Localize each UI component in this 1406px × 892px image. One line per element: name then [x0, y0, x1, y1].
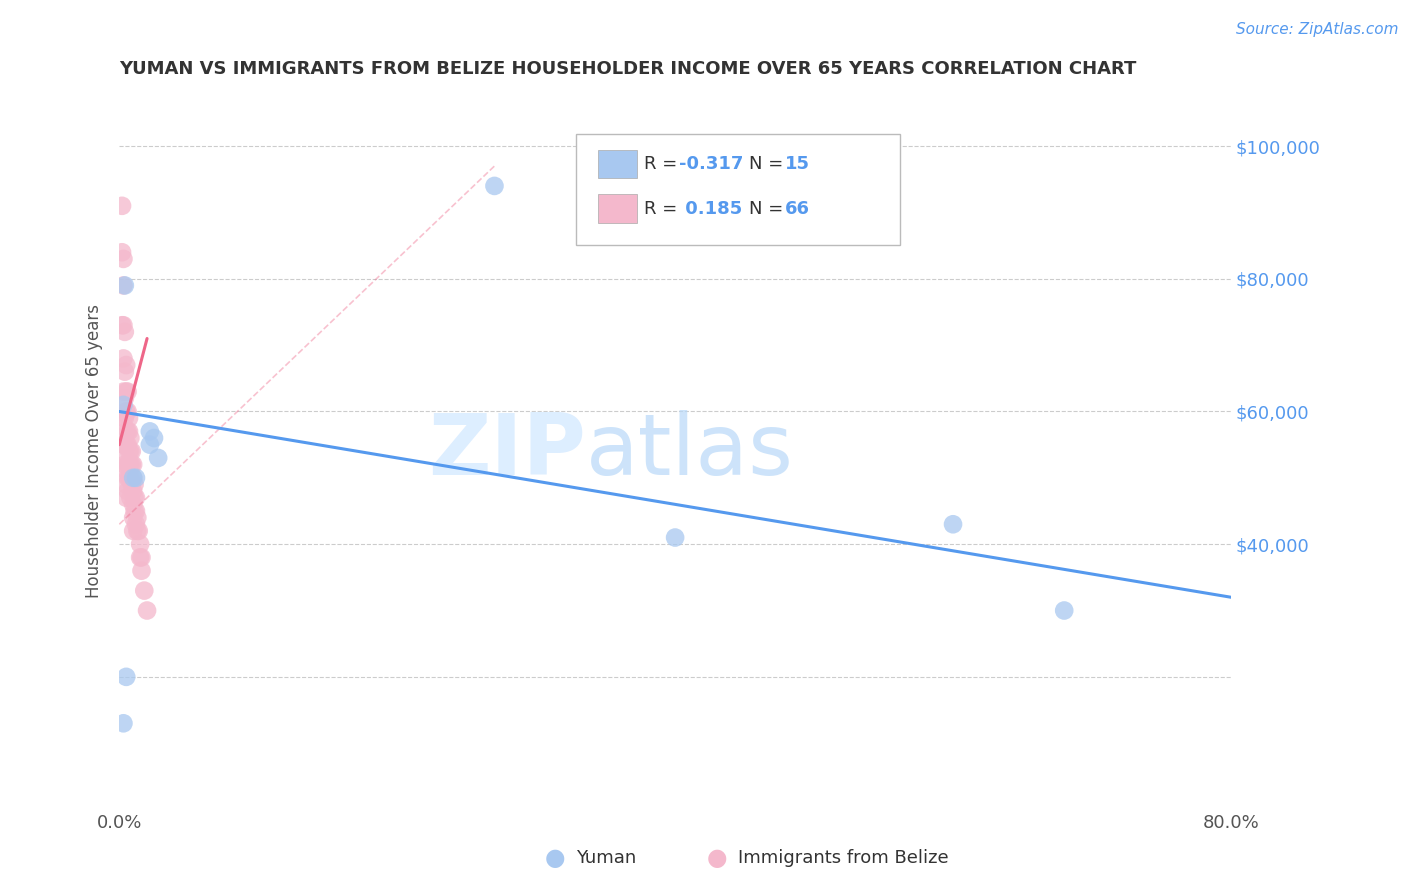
Point: [122, 524, 145, 538]
Text: ●: ●: [546, 847, 565, 870]
Text: Yuman: Yuman: [576, 849, 637, 867]
Point: [122, 497, 145, 511]
Point: [115, 477, 138, 491]
Point: [115, 491, 138, 505]
Y-axis label: Householder Income Over 65 years: Householder Income Over 65 years: [86, 304, 103, 599]
Point: [112, 351, 135, 366]
Point: [118, 425, 141, 439]
Point: [124, 491, 146, 505]
Point: [124, 477, 146, 491]
Point: [120, 444, 142, 458]
Point: [124, 504, 146, 518]
Point: [118, 471, 141, 485]
Point: [117, 404, 139, 418]
Text: 66: 66: [785, 200, 810, 218]
Point: [122, 510, 145, 524]
Point: [115, 358, 138, 372]
Point: [117, 384, 139, 399]
Point: [115, 450, 138, 465]
Point: [114, 411, 136, 425]
Point: [121, 477, 143, 491]
Point: [1053, 603, 1076, 617]
Point: [128, 524, 150, 538]
Text: ●: ●: [707, 847, 727, 870]
Point: [942, 517, 965, 532]
Point: [115, 384, 138, 399]
Point: [114, 391, 136, 405]
Text: -0.317: -0.317: [679, 155, 744, 173]
Point: [114, 458, 136, 472]
Point: [125, 491, 148, 505]
Point: [120, 458, 142, 472]
Point: [117, 437, 139, 451]
Point: [131, 550, 153, 565]
Point: [112, 398, 135, 412]
Text: N =: N =: [749, 155, 789, 173]
Point: [120, 491, 142, 505]
Point: [118, 458, 141, 472]
Point: [120, 471, 142, 485]
Point: [112, 278, 135, 293]
Point: [114, 325, 136, 339]
Point: [139, 425, 162, 439]
Point: [111, 199, 134, 213]
Point: [117, 425, 139, 439]
Text: 15: 15: [785, 155, 810, 173]
Point: [117, 458, 139, 472]
Point: [112, 252, 135, 266]
Point: [131, 564, 153, 578]
Point: [112, 411, 135, 425]
Text: R =: R =: [644, 155, 683, 173]
Point: [120, 431, 142, 445]
Point: [117, 484, 139, 499]
Text: Immigrants from Belize: Immigrants from Belize: [738, 849, 949, 867]
Point: [122, 458, 145, 472]
Point: [121, 444, 143, 458]
Point: [125, 504, 148, 518]
Point: [112, 384, 135, 399]
Point: [127, 510, 149, 524]
Point: [114, 365, 136, 379]
Point: [115, 670, 138, 684]
Point: [112, 437, 135, 451]
Point: [139, 437, 162, 451]
Point: [125, 517, 148, 532]
Point: [118, 411, 141, 425]
Text: Source: ZipAtlas.com: Source: ZipAtlas.com: [1236, 22, 1399, 37]
Text: ZIP: ZIP: [429, 409, 586, 492]
Point: [115, 404, 138, 418]
Point: [121, 458, 143, 472]
Point: [125, 471, 148, 485]
Point: [122, 484, 145, 499]
Point: [114, 278, 136, 293]
Point: [118, 444, 141, 458]
Point: [112, 716, 135, 731]
Point: [122, 471, 145, 485]
Text: R =: R =: [644, 200, 683, 218]
Point: [484, 178, 506, 193]
Point: [134, 583, 156, 598]
Point: [115, 437, 138, 451]
Point: [136, 603, 159, 617]
Point: [114, 437, 136, 451]
Point: [111, 245, 134, 260]
Point: [115, 464, 138, 478]
Text: 0.185: 0.185: [679, 200, 742, 218]
Text: YUMAN VS IMMIGRANTS FROM BELIZE HOUSEHOLDER INCOME OVER 65 YEARS CORRELATION CHA: YUMAN VS IMMIGRANTS FROM BELIZE HOUSEHOL…: [120, 60, 1136, 78]
Point: [129, 537, 152, 551]
Point: [129, 550, 152, 565]
Point: [664, 531, 686, 545]
Text: atlas: atlas: [586, 409, 794, 492]
Point: [122, 471, 145, 485]
Point: [117, 471, 139, 485]
Point: [148, 450, 170, 465]
Point: [115, 425, 138, 439]
Text: N =: N =: [749, 200, 789, 218]
Point: [111, 318, 134, 333]
Point: [112, 318, 135, 333]
Point: [127, 524, 149, 538]
Point: [143, 431, 166, 445]
